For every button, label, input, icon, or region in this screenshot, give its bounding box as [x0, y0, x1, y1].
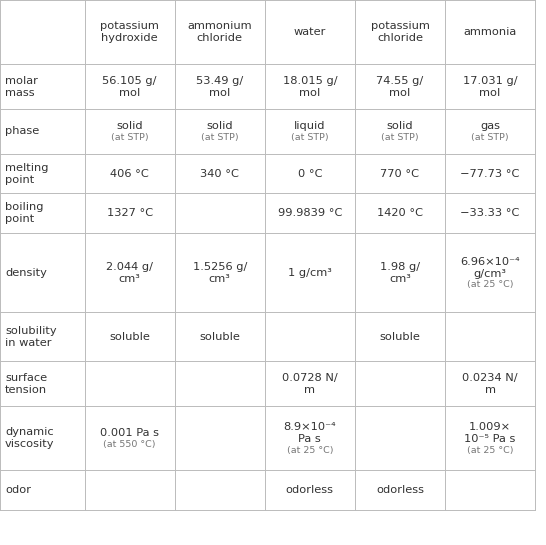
Text: Pa s: Pa s [299, 434, 321, 444]
Text: 18.015 g/: 18.015 g/ [282, 76, 337, 86]
Text: 99.9839 °C: 99.9839 °C [278, 208, 342, 219]
Text: 1420 °C: 1420 °C [377, 208, 423, 219]
Text: (at STP): (at STP) [291, 133, 329, 142]
Text: (at 25 °C): (at 25 °C) [467, 446, 513, 455]
Text: 1327 °C: 1327 °C [106, 208, 153, 219]
Text: 2.044 g/: 2.044 g/ [106, 262, 153, 272]
Text: ammonia: ammonia [464, 27, 517, 37]
Text: (at 550 °C): (at 550 °C) [103, 440, 156, 449]
Text: soluble: soluble [109, 332, 150, 342]
Text: potassium: potassium [371, 21, 429, 31]
Text: cm³: cm³ [389, 274, 411, 284]
Text: water: water [294, 27, 326, 37]
Text: 770 °C: 770 °C [381, 168, 419, 179]
Text: m: m [304, 385, 316, 395]
Text: liquid: liquid [294, 122, 325, 131]
Text: 8.9×10⁻⁴: 8.9×10⁻⁴ [283, 422, 336, 432]
Text: (at STP): (at STP) [201, 133, 239, 142]
Text: 0.001 Pa s: 0.001 Pa s [100, 428, 159, 438]
Text: solid: solid [116, 122, 143, 131]
Text: dynamic: dynamic [5, 427, 54, 437]
Text: 0.0234 N/: 0.0234 N/ [462, 373, 518, 383]
Text: 74.55 g/: 74.55 g/ [376, 76, 424, 86]
Text: −33.33 °C: −33.33 °C [460, 208, 520, 219]
Text: 0 °C: 0 °C [298, 168, 322, 179]
Text: 17.031 g/: 17.031 g/ [462, 76, 518, 86]
Text: 1 g/cm³: 1 g/cm³ [288, 268, 332, 278]
Text: 1.5256 g/: 1.5256 g/ [193, 262, 247, 272]
Text: solid: solid [206, 122, 233, 131]
Text: g/cm³: g/cm³ [473, 269, 507, 279]
Text: surface: surface [5, 373, 47, 383]
Text: density: density [5, 268, 47, 278]
Text: (at 25 °C): (at 25 °C) [287, 446, 333, 455]
Text: cm³: cm³ [209, 274, 231, 284]
Text: point: point [5, 174, 34, 185]
Text: (at STP): (at STP) [471, 133, 509, 142]
Text: phase: phase [5, 126, 39, 136]
Text: ammonium: ammonium [187, 21, 252, 31]
Text: 56.105 g/: 56.105 g/ [103, 76, 157, 86]
Text: (at STP): (at STP) [111, 133, 149, 142]
Text: 406 °C: 406 °C [110, 168, 149, 179]
Text: 340 °C: 340 °C [200, 168, 239, 179]
Text: cm³: cm³ [118, 274, 141, 284]
Text: hydroxide: hydroxide [102, 33, 158, 43]
Text: tension: tension [5, 385, 47, 395]
Text: solubility: solubility [5, 326, 57, 336]
Text: 1.98 g/: 1.98 g/ [380, 262, 420, 272]
Text: −77.73 °C: −77.73 °C [460, 168, 520, 179]
Text: mol: mol [389, 88, 411, 98]
Text: 6.96×10⁻⁴: 6.96×10⁻⁴ [460, 257, 520, 267]
Text: mol: mol [299, 88, 321, 98]
Text: (at STP): (at STP) [381, 133, 419, 142]
Text: mass: mass [5, 88, 34, 98]
Text: gas: gas [480, 122, 500, 131]
Text: 1.009×: 1.009× [469, 422, 511, 432]
Text: odor: odor [5, 485, 31, 495]
Text: odorless: odorless [286, 485, 334, 495]
Text: (at 25 °C): (at 25 °C) [467, 280, 513, 289]
Text: molar: molar [5, 76, 38, 86]
Text: m: m [484, 385, 496, 395]
Text: mol: mol [479, 88, 501, 98]
Text: odorless: odorless [376, 485, 424, 495]
Text: soluble: soluble [379, 332, 420, 342]
Text: 53.49 g/: 53.49 g/ [196, 76, 244, 86]
Text: chloride: chloride [197, 33, 243, 43]
Text: soluble: soluble [199, 332, 240, 342]
Text: in water: in water [5, 338, 51, 348]
Text: mol: mol [119, 88, 140, 98]
Text: boiling: boiling [5, 202, 44, 213]
Text: melting: melting [5, 162, 49, 173]
Text: 0.0728 N/: 0.0728 N/ [282, 373, 338, 383]
Text: point: point [5, 214, 34, 225]
Text: solid: solid [387, 122, 413, 131]
Text: viscosity: viscosity [5, 439, 55, 449]
Text: chloride: chloride [377, 33, 423, 43]
Text: mol: mol [209, 88, 230, 98]
Text: potassium: potassium [100, 21, 159, 31]
Text: 10⁻⁵ Pa s: 10⁻⁵ Pa s [464, 434, 516, 444]
